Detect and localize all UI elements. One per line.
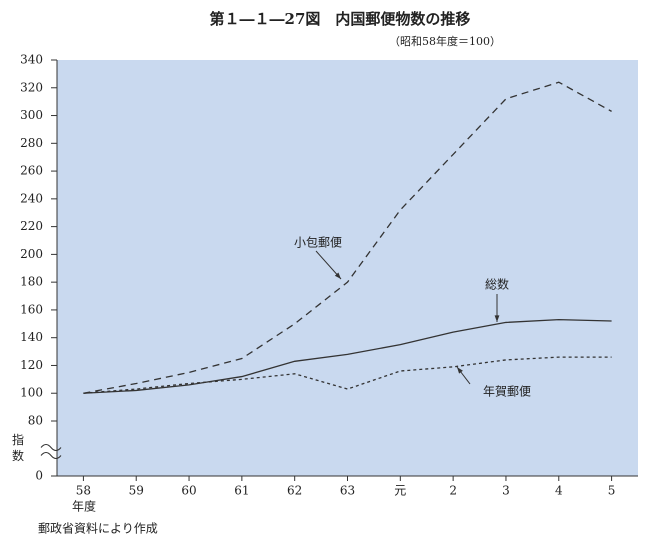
x-tick-label: 60: [181, 484, 196, 498]
arrow-head: [334, 272, 341, 279]
chart-subtitle: （昭和58年度＝100）: [389, 34, 501, 48]
y-tick-label: 280: [20, 136, 43, 150]
series-label: 年賀郵便: [483, 385, 531, 399]
series-label: 総数: [485, 277, 509, 292]
chart-title: 第１―１―27図 内国郵便物数の推移: [210, 10, 471, 28]
y-axis-label-char: 指: [12, 432, 24, 447]
series-line: [83, 81, 612, 394]
x-tick-label: 59: [129, 484, 144, 498]
series-line: [83, 318, 612, 394]
y-tick-label: 300: [20, 108, 43, 122]
plot-background: [57, 60, 638, 476]
y-tick-label: 200: [20, 247, 43, 261]
y-tick-label: 180: [20, 275, 43, 289]
source-note: 郵政省資料により作成: [38, 522, 158, 536]
series-line: [83, 356, 612, 394]
y-tick-label: 140: [20, 330, 43, 344]
x-tick-label: 61: [234, 484, 249, 498]
y-axis-label-char: 数: [12, 448, 24, 463]
x-tick-label: 2: [449, 484, 457, 498]
y-tick-label: 260: [20, 164, 43, 178]
x-tick-label: 62: [287, 484, 302, 498]
axis-break: [40, 452, 62, 459]
x-tick-label: 63: [340, 484, 355, 498]
y-tick-label: 80: [28, 414, 43, 428]
x-axis-label: 年度: [72, 499, 96, 514]
y-tick-label: 160: [20, 302, 43, 316]
y-axis-label: 指数: [12, 432, 24, 463]
y-tick-label: 0: [35, 469, 43, 483]
y-tick-label: 120: [20, 358, 43, 372]
series-label: 小包郵便: [294, 236, 342, 250]
arrow-head: [494, 315, 500, 322]
y-tick-label: 240: [20, 191, 43, 205]
x-tick-label: 元: [394, 484, 406, 498]
y-tick-label: 340: [20, 53, 43, 67]
x-tick-label: 3: [502, 484, 510, 498]
y-tick-label: 100: [20, 386, 43, 400]
x-tick-label: 5: [608, 484, 616, 498]
y-tick-label: 320: [20, 80, 43, 94]
x-tick-label: 4: [555, 484, 563, 498]
y-tick-label: 220: [20, 219, 43, 233]
axis-break: [40, 444, 62, 451]
arrow-head: [457, 367, 463, 374]
x-tick-label: 58: [76, 484, 91, 498]
